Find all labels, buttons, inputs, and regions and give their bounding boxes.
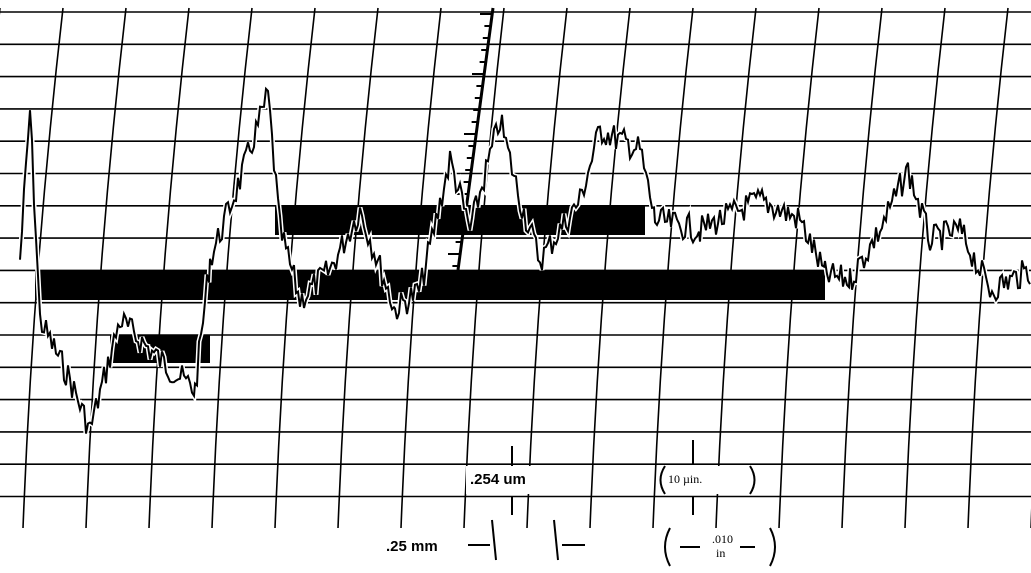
label: in — [716, 546, 725, 560]
bar — [35, 270, 825, 300]
profile-chart: .254 um 10 µin. .25 mm .010 in — [0, 0, 1031, 573]
label: .010 — [712, 532, 733, 546]
label: .25 mm — [386, 538, 438, 555]
label: 10 µin. — [668, 472, 702, 486]
label: .254 um — [470, 471, 526, 488]
